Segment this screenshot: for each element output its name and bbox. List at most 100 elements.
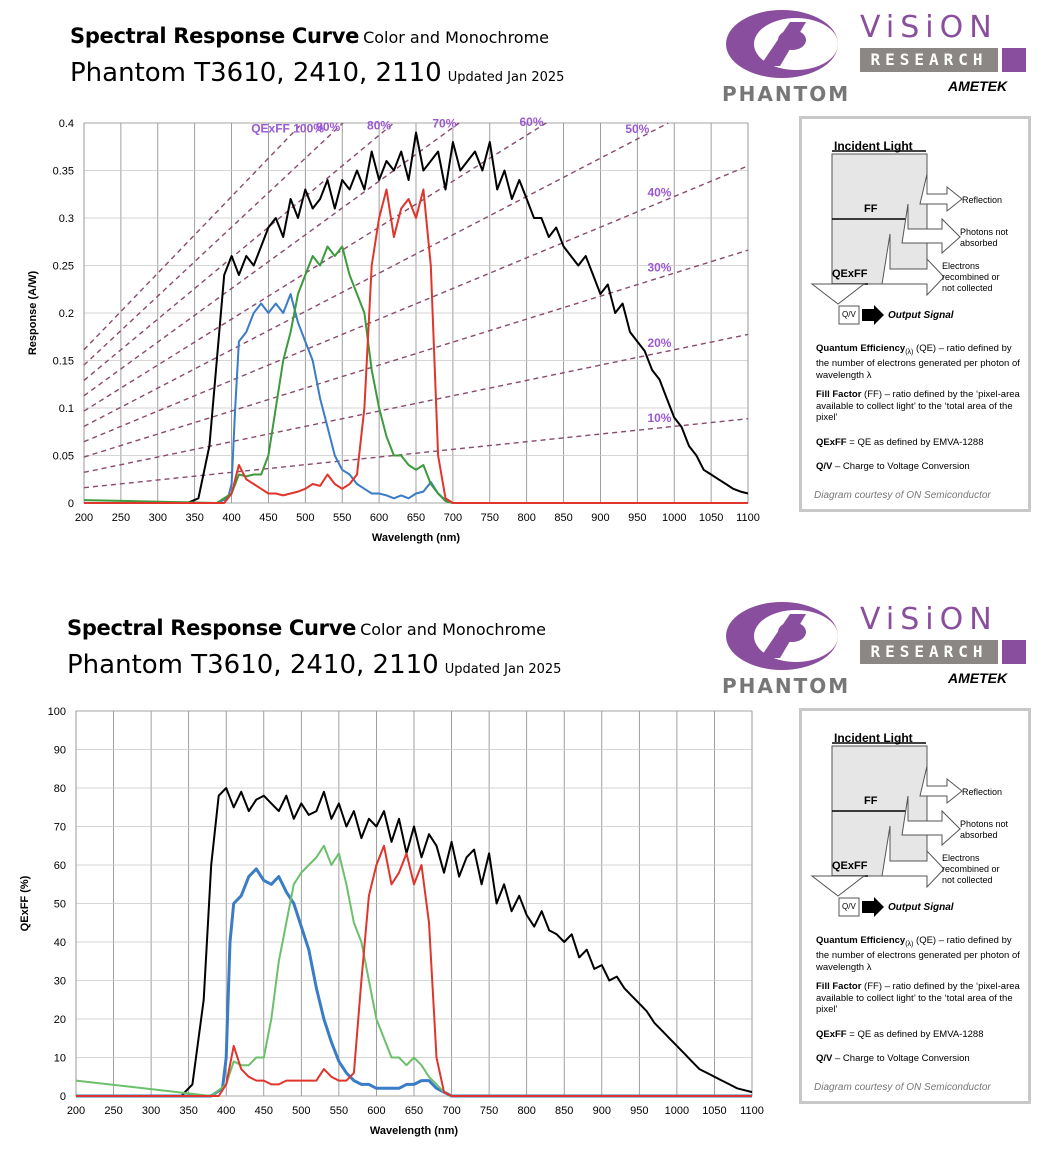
y-tick-label: 0.4 <box>59 118 74 130</box>
qe-definition: Quantum Efficiency(λ) (QE) – ratio defin… <box>816 935 1020 973</box>
x-tick-label: 450 <box>255 1105 273 1117</box>
qe-line-label: 20% <box>647 336 671 350</box>
y-axis-label: QExFF (%) <box>19 875 31 931</box>
qv-definition: Q/V – Charge to Voltage Conversion <box>816 461 970 472</box>
x-tick-label: 500 <box>292 1105 310 1117</box>
qe-line-label: 60% <box>519 115 543 129</box>
x-tick-label: 200 <box>75 512 93 524</box>
y-tick-label: 0.25 <box>53 261 74 273</box>
x-tick-label: 1100 <box>740 1105 764 1117</box>
x-tick-label: 1050 <box>699 512 723 524</box>
qe-line-label: 70% <box>432 117 456 131</box>
series-line-blue <box>84 293 748 504</box>
electron-arrow <box>881 233 945 297</box>
qe-line-label: 80% <box>367 118 391 132</box>
y-tick-label: 60 <box>54 860 66 872</box>
qe-reference-line <box>83 122 344 366</box>
research-wordmark: RESEARCH <box>860 640 998 664</box>
x-tick-label: 350 <box>185 512 203 524</box>
model-title: Phantom T3610, 2410, 2110 Updated Jan 202… <box>67 650 561 680</box>
qv-label: Q/V <box>842 310 856 319</box>
x-tick-label: 650 <box>405 1105 423 1117</box>
qexff-label: QExFF <box>832 268 868 280</box>
plot-frame <box>83 122 749 504</box>
x-tick-label: 300 <box>142 1105 160 1117</box>
qe-reference-line <box>83 122 460 397</box>
reflection-label: Reflection <box>962 195 1003 205</box>
photon-arrow <box>901 795 961 847</box>
series-line-green <box>83 245 748 504</box>
y-tick-label: 0.1 <box>59 403 74 415</box>
qe-reference-line <box>83 249 749 458</box>
y-tick-label: 0.35 <box>53 166 74 178</box>
series-line-red <box>76 844 752 1097</box>
model-title: Phantom T3610, 2410, 2110 Updated Jan 202… <box>70 58 564 88</box>
updated-date: Updated Jan 2025 <box>447 70 565 85</box>
x-tick-label: 250 <box>112 512 130 524</box>
qv-box <box>838 897 860 917</box>
vision-wordmark: ViSiON <box>860 10 998 45</box>
x-tick-label: 850 <box>555 1105 573 1117</box>
incident-light-label: Incident Light <box>834 731 913 745</box>
output-signal-label: Output Signal <box>888 310 954 321</box>
incident-light-label: Incident Light <box>834 139 913 153</box>
x-axis-label: Wavelength (nm) <box>372 532 461 544</box>
x-tick-label: 400 <box>222 512 240 524</box>
y-tick-label: 0 <box>68 498 74 510</box>
model-name: Phantom T3610, 2410, 2110 <box>67 650 439 680</box>
brand-logos: PHANTOM ViSiON RESEARCH AMETEK <box>720 6 1040 106</box>
updated-date: Updated Jan 2025 <box>444 662 562 677</box>
qexff-definition: QExFF = QE as defined by EMVA-1288 <box>816 1029 984 1040</box>
x-tick-label: 550 <box>333 512 351 524</box>
qe-line-label: 40% <box>647 186 671 200</box>
photons-label: Photons not absorbed <box>960 227 1009 248</box>
x-tick-label: 300 <box>149 512 167 524</box>
qe-reference-line <box>83 418 749 489</box>
y-tick-label: 30 <box>54 976 66 988</box>
reflection-label: Reflection <box>962 787 1003 797</box>
x-tick-label: 750 <box>481 512 499 524</box>
electrons-label: Electrons recombined or not collected <box>942 261 1000 293</box>
y-tick-label: 0.15 <box>53 356 74 368</box>
model-name: Phantom T3610, 2410, 2110 <box>70 58 442 88</box>
phantom-logo-icon <box>726 602 838 670</box>
qe-reference-line <box>83 122 395 381</box>
x-tick-label: 250 <box>104 1105 122 1117</box>
qexff-definition: QExFF = QE as defined by EMVA-1288 <box>816 437 984 448</box>
series-line-red <box>84 188 748 504</box>
y-axis-label: Response (A/W) <box>27 270 39 355</box>
y-tick-label: 20 <box>54 1014 66 1026</box>
x-tick-label: 350 <box>179 1105 197 1117</box>
qexff-label: QExFF <box>832 860 868 872</box>
qe-reference-line <box>83 165 749 443</box>
qe-reference-line <box>83 122 669 427</box>
y-tick-label: 90 <box>54 745 66 757</box>
bottom-panel: Spectral Response Curve Color and Monochr… <box>0 592 1050 1168</box>
x-tick-label: 600 <box>367 1105 385 1117</box>
y-tick-label: 0.05 <box>53 451 74 463</box>
reflection-arrow <box>919 765 963 805</box>
x-axis-label: Wavelength (nm) <box>370 1125 459 1137</box>
research-square <box>1002 640 1026 664</box>
pixel-diagram-icon <box>810 742 963 917</box>
vision-wordmark: ViSiON <box>860 602 998 637</box>
x-tick-label: 1000 <box>662 512 686 524</box>
y-tick-label: 0 <box>60 1091 66 1103</box>
ff-label: FF <box>864 795 878 807</box>
y-tick-label: 0.3 <box>59 213 74 225</box>
electrons-label: Electrons recombined or not collected <box>942 853 1000 885</box>
x-tick-label: 950 <box>628 512 646 524</box>
title-suffix: Color and Monochrome <box>363 28 550 47</box>
qe-line-label: 50% <box>625 122 649 136</box>
x-tick-label: 900 <box>593 1105 611 1117</box>
qe-reference-line <box>83 122 303 351</box>
efficiency-diagram: Incident Light Reflection FF Photons not ab… <box>799 116 1031 512</box>
x-tick-label: 200 <box>67 1105 85 1117</box>
series-line-green_light <box>75 844 752 1097</box>
diagram-credit: Diagram courtesy of ON Semiconductor <box>814 490 991 501</box>
electron-arrow <box>881 825 945 889</box>
response-chart: 200 250 300 350 400 450 500 550 600 650 700 750 800 8… <box>27 115 760 544</box>
y-tick-label: 40 <box>54 937 66 949</box>
qv-box <box>838 305 860 325</box>
chart-title: Spectral Response Curve Color and Monochr… <box>70 24 549 48</box>
